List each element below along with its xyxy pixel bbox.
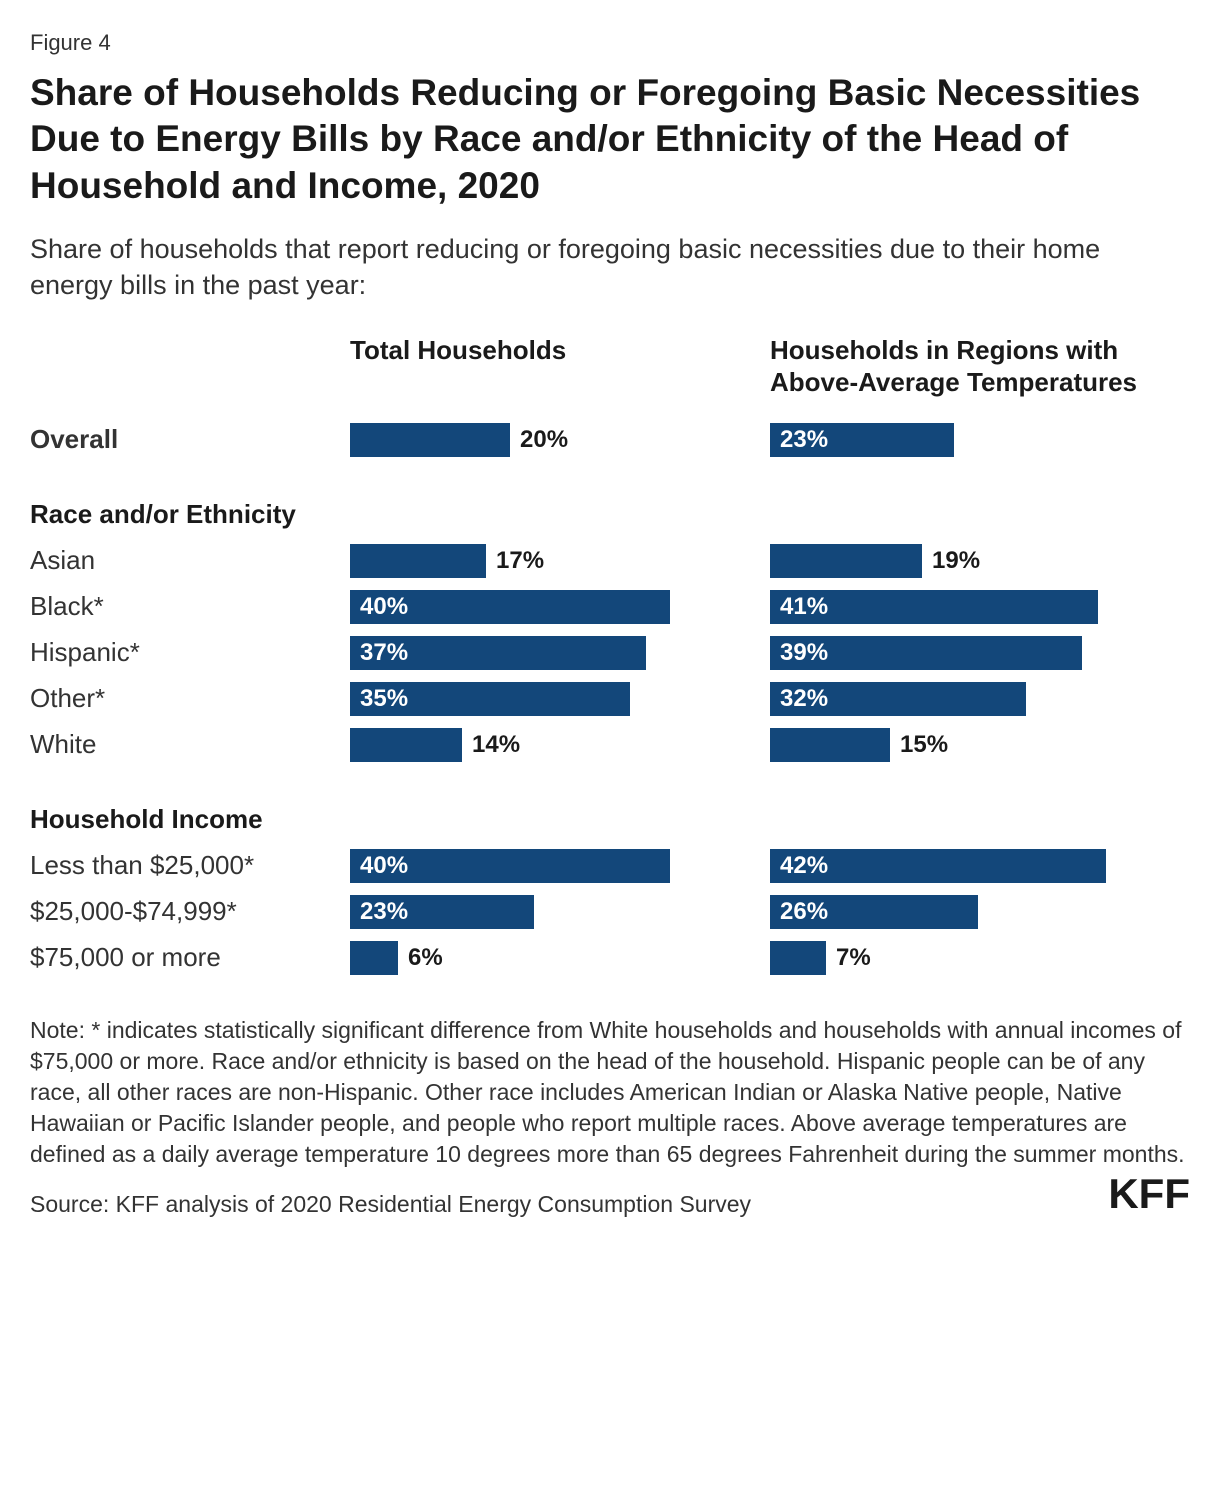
bar: 40% bbox=[350, 590, 670, 624]
section-header: Race and/or Ethnicity bbox=[30, 491, 1190, 538]
table-row: Other*35% 32% bbox=[30, 676, 1190, 722]
row-label: Hispanic* bbox=[30, 637, 350, 668]
bar-value: 7% bbox=[826, 944, 881, 972]
bar: 20% bbox=[350, 423, 510, 457]
table-row: Overall20%23% bbox=[30, 417, 1190, 463]
bar-value: 40% bbox=[350, 593, 418, 621]
bar-value: 41% bbox=[770, 593, 838, 621]
table-row: $75,000 or more6%7% bbox=[30, 935, 1190, 981]
row-label: $25,000-$74,999* bbox=[30, 896, 350, 927]
bar-value: 37% bbox=[350, 639, 418, 667]
table-row: Black*40% 41% bbox=[30, 584, 1190, 630]
table-row: White14%15% bbox=[30, 722, 1190, 768]
row-label: Other* bbox=[30, 683, 350, 714]
kff-logo: KFF bbox=[1108, 1170, 1190, 1218]
row-label: Asian bbox=[30, 545, 350, 576]
bar: 17% bbox=[350, 544, 486, 578]
table-row: Less than $25,000*40% 42% bbox=[30, 843, 1190, 889]
bar: 7% bbox=[770, 941, 826, 975]
bar: 26% bbox=[770, 895, 978, 929]
figure-number: Figure 4 bbox=[30, 30, 1190, 56]
bar-value: 23% bbox=[770, 426, 838, 454]
bar-value: 26% bbox=[770, 898, 838, 926]
bar: 32% bbox=[770, 682, 1026, 716]
section-header: Household Income bbox=[30, 796, 1190, 843]
bar: 6% bbox=[350, 941, 398, 975]
col2-header: Households in Regions with Above-Average… bbox=[770, 334, 1170, 399]
row-label: Overall bbox=[30, 424, 350, 455]
bar-value: 20% bbox=[510, 426, 578, 454]
bar-value: 23% bbox=[350, 898, 418, 926]
bar-value: 6% bbox=[398, 944, 453, 972]
bar-chart: Total Households Households in Regions w… bbox=[30, 334, 1190, 981]
row-label: Less than $25,000* bbox=[30, 850, 350, 881]
chart-note: Note: * indicates statistically signific… bbox=[30, 1015, 1190, 1170]
bar: 37% bbox=[350, 636, 646, 670]
bar-value: 42% bbox=[770, 852, 838, 880]
bar: 23% bbox=[350, 895, 534, 929]
row-label: White bbox=[30, 729, 350, 760]
bar-value: 14% bbox=[462, 731, 530, 759]
bar: 23% bbox=[770, 423, 954, 457]
bar-value: 15% bbox=[890, 731, 958, 759]
row-label: $75,000 or more bbox=[30, 942, 350, 973]
bar: 15% bbox=[770, 728, 890, 762]
bar-value: 19% bbox=[922, 547, 990, 575]
chart-source: Source: KFF analysis of 2020 Residential… bbox=[30, 1191, 751, 1218]
bar-value: 35% bbox=[350, 685, 418, 713]
table-row: Hispanic*37% 39% bbox=[30, 630, 1190, 676]
bar-value: 40% bbox=[350, 852, 418, 880]
page-title: Share of Households Reducing or Foregoin… bbox=[30, 70, 1190, 209]
column-headers: Total Households Households in Regions w… bbox=[30, 334, 1190, 399]
bar: 14% bbox=[350, 728, 462, 762]
bar-value: 39% bbox=[770, 639, 838, 667]
table-row: $25,000-$74,999*23% 26% bbox=[30, 889, 1190, 935]
col1-header: Total Households bbox=[350, 334, 750, 367]
subtitle: Share of households that report reducing… bbox=[30, 231, 1190, 304]
bar: 40% bbox=[350, 849, 670, 883]
bar: 42% bbox=[770, 849, 1106, 883]
bar-value: 17% bbox=[486, 547, 554, 575]
bar: 41% bbox=[770, 590, 1098, 624]
row-label: Black* bbox=[30, 591, 350, 622]
bar: 19% bbox=[770, 544, 922, 578]
bar: 35% bbox=[350, 682, 630, 716]
table-row: Asian17%19% bbox=[30, 538, 1190, 584]
bar: 39% bbox=[770, 636, 1082, 670]
bar-value: 32% bbox=[770, 685, 838, 713]
